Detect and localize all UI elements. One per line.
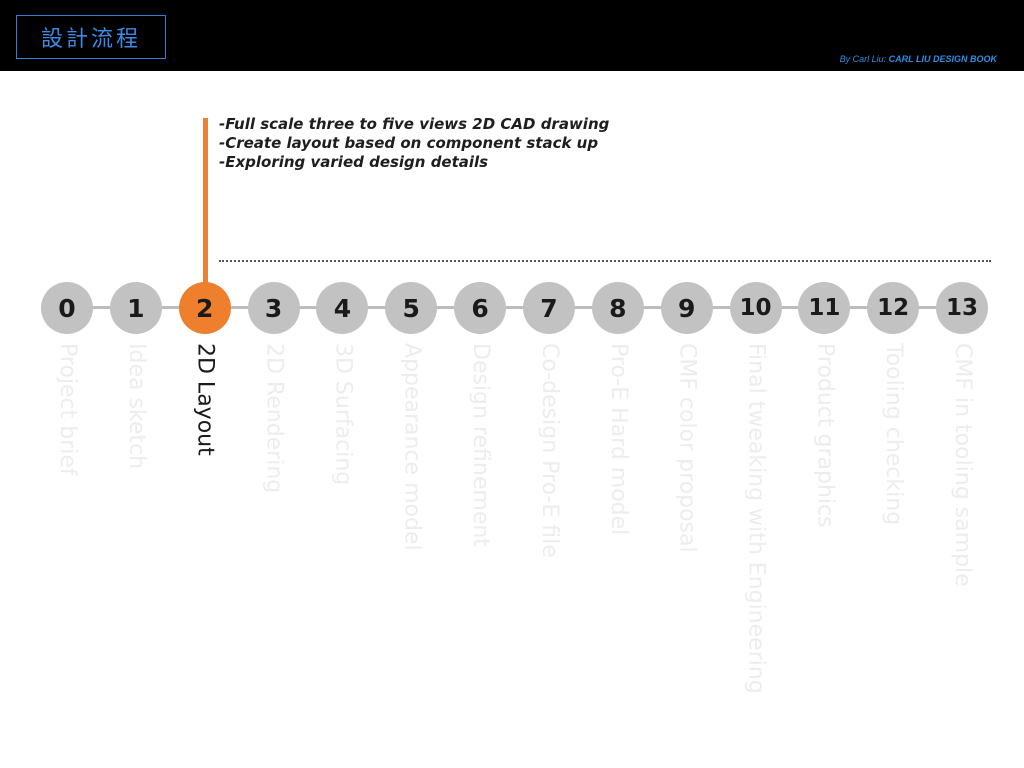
step-number: 10 <box>739 295 772 321</box>
step-number: 7 <box>540 293 558 323</box>
step-node-9: 9 <box>660 282 713 334</box>
step-node-6: 6 <box>454 282 507 334</box>
step-number: 5 <box>402 293 420 323</box>
step-number: 6 <box>471 293 489 323</box>
header-bar: 設計流程 By Carl Liu: CARL LIU DESIGN BOOK <box>0 0 1024 71</box>
step-node-3: 3 <box>247 282 300 334</box>
title-box: 設計流程 <box>16 15 166 59</box>
active-step-pointer <box>203 118 208 290</box>
step-label-0: Project brief <box>55 343 80 476</box>
note-item: -Full scale three to five views 2D CAD d… <box>219 115 610 133</box>
credit-book: CARL LIU DESIGN BOOK <box>888 54 997 64</box>
step-label-12: Tooling checking <box>881 343 907 526</box>
step-node-0: 0 <box>41 282 93 334</box>
page-title: 設計流程 <box>40 27 141 52</box>
step-label-1: Idea sketch <box>123 343 149 470</box>
step-number: 1 <box>127 293 145 323</box>
step-number: 12 <box>877 295 910 321</box>
step-node-4: 4 <box>316 282 369 334</box>
note-item: -Exploring varied design details <box>219 153 489 171</box>
step-node-2: 2 <box>178 282 231 334</box>
step-number: 4 <box>333 293 352 323</box>
step-node-1: 1 <box>109 282 162 334</box>
step-label-4: 3D Surfacing <box>330 343 356 486</box>
step-node-11: 11 <box>798 282 851 334</box>
step-label-13: CMF in tooling sample <box>950 343 976 587</box>
step-number: 9 <box>677 293 696 323</box>
step-number: 11 <box>808 295 841 321</box>
step-label-8: Pro-E Hard model <box>605 343 631 536</box>
dotted-separator <box>219 260 991 262</box>
step-label-7: Co-design Pro-E file <box>536 343 562 558</box>
step-label-3: 2D Rendering <box>261 343 287 494</box>
step-label-10: Final tweaking with Engineering <box>743 343 769 694</box>
step-number: 8 <box>609 293 627 323</box>
step-label-6: Design refinement <box>468 343 494 547</box>
step-node-5: 5 <box>385 282 438 334</box>
timeline-track <box>60 306 960 309</box>
step-node-13: 13 <box>936 282 989 334</box>
step-label-11: Product graphics <box>812 343 838 528</box>
credit-author: By Carl Liu: <box>839 54 889 64</box>
step-label-9: CMF color proposal <box>674 343 700 553</box>
step-label-2: 2D Layout <box>192 343 218 456</box>
credit-line: By Carl Liu: CARL LIU DESIGN BOOK <box>840 54 997 64</box>
step-number: 3 <box>264 293 283 323</box>
step-number: 13 <box>946 295 979 321</box>
step-node-12: 12 <box>867 282 920 334</box>
step-node-7: 7 <box>522 282 575 334</box>
step-label-5: Appearance model <box>399 343 425 551</box>
step-node-10: 10 <box>729 282 782 334</box>
step-number: 0 <box>58 293 76 323</box>
step-node-8: 8 <box>591 282 644 334</box>
step-number: 2 <box>195 293 214 323</box>
note-item: -Create layout based on component stack … <box>219 134 599 152</box>
step-notes: -Full scale three to five views 2D CAD d… <box>219 115 609 172</box>
